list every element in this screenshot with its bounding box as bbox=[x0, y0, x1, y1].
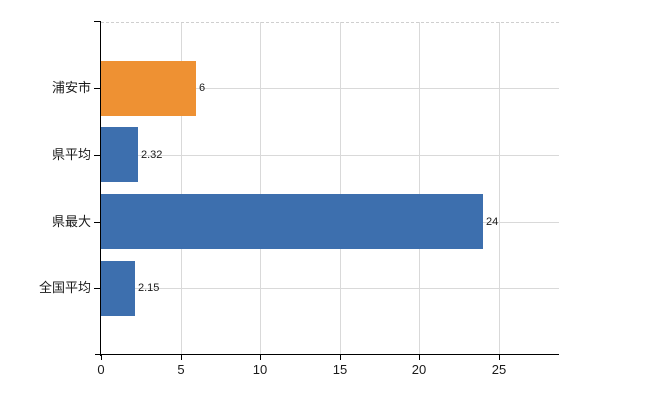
bar-value-label: 2.15 bbox=[138, 282, 160, 294]
y-axis-tick bbox=[94, 288, 100, 289]
plot-top-border bbox=[101, 22, 559, 23]
bar-県最大 bbox=[101, 194, 483, 249]
category-label-県最大: 県最大 bbox=[51, 214, 91, 229]
y-axis-tick bbox=[94, 155, 100, 156]
gridline-vertical bbox=[260, 22, 261, 355]
x-axis-tick bbox=[340, 355, 341, 360]
x-axis-tick bbox=[419, 355, 420, 360]
x-axis-tick bbox=[101, 355, 102, 360]
category-label-全国平均: 全国平均 bbox=[38, 280, 91, 295]
gridline-horizontal bbox=[101, 155, 559, 156]
gridline-vertical bbox=[340, 22, 341, 355]
bar-全国平均 bbox=[101, 261, 135, 316]
x-axis-tick bbox=[181, 355, 182, 360]
bar-value-label: 6 bbox=[199, 82, 206, 94]
x-axis-tick-label: 10 bbox=[252, 362, 268, 377]
gridline-vertical bbox=[181, 22, 182, 355]
x-axis-tick bbox=[499, 355, 500, 360]
y-axis-tick bbox=[94, 222, 100, 223]
gridline-horizontal bbox=[101, 288, 559, 289]
x-axis-tick-label: 0 bbox=[97, 362, 105, 377]
x-axis-tick-label: 15 bbox=[332, 362, 348, 377]
y-axis-tick bbox=[94, 21, 101, 22]
bar-value-label: 24 bbox=[486, 216, 499, 228]
gridline-vertical bbox=[499, 22, 500, 355]
category-label-県平均: 県平均 bbox=[51, 147, 91, 162]
gridline-vertical bbox=[419, 22, 420, 355]
y-axis-tick bbox=[94, 88, 100, 89]
x-axis-tick-label: 25 bbox=[491, 362, 507, 377]
y-axis-line bbox=[100, 21, 101, 356]
x-axis-tick bbox=[260, 355, 261, 360]
bar-value-label: 2.32 bbox=[141, 149, 163, 161]
category-label-浦安市: 浦安市 bbox=[51, 80, 91, 95]
bar-県平均 bbox=[101, 127, 138, 182]
x-axis-tick-label: 5 bbox=[177, 362, 185, 377]
bar-浦安市 bbox=[101, 61, 196, 116]
x-axis-line bbox=[95, 354, 559, 355]
x-axis-tick-label: 20 bbox=[411, 362, 427, 377]
gridline-horizontal bbox=[101, 88, 559, 89]
